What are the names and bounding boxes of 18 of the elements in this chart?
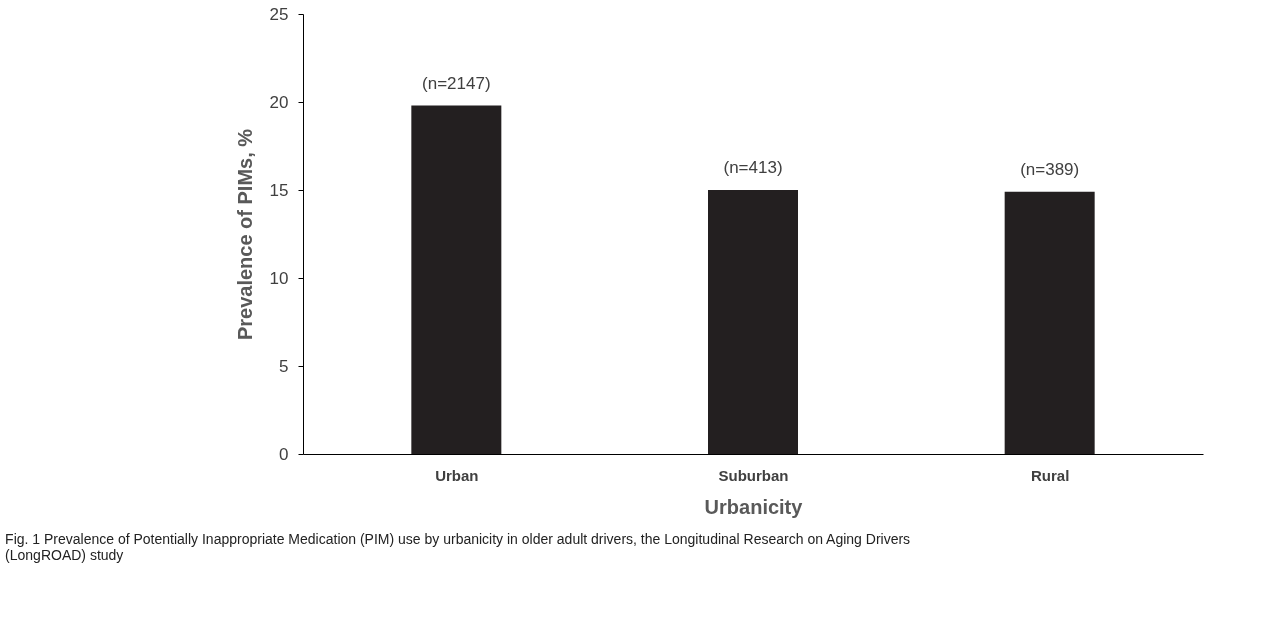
x-axis-title: Urbanicity — [704, 495, 804, 518]
caption: Fig. 1 Prevalence of Potentially Inappropriate Medication (PIM) use by urbanicity in older adult drivers, the Longitudinal Research on Aging Drivers (LongROAD) study — [5, 531, 911, 563]
y-tick-label: 0 — [279, 444, 289, 464]
bar — [411, 105, 502, 454]
y-tick-label: 20 — [269, 92, 289, 112]
annotation: (n=389) — [1020, 159, 1080, 179]
y-tick-label: 5 — [279, 356, 289, 376]
y-tick-label: 15 — [269, 180, 289, 200]
bar — [708, 190, 798, 454]
annotation: (n=413) — [723, 158, 783, 177]
x-tick-label: Urban — [435, 466, 479, 484]
x-tick-label: Suburban — [718, 466, 789, 484]
y-tick-label: 25 — [269, 4, 289, 24]
bar — [1004, 191, 1095, 454]
y-tick-label: 10 — [269, 268, 289, 288]
x-tick-label: Rural — [1030, 466, 1070, 484]
y-axis-title: Prevalence of PIMs, % — [233, 128, 256, 341]
annotation: (n=2147) — [422, 73, 491, 93]
